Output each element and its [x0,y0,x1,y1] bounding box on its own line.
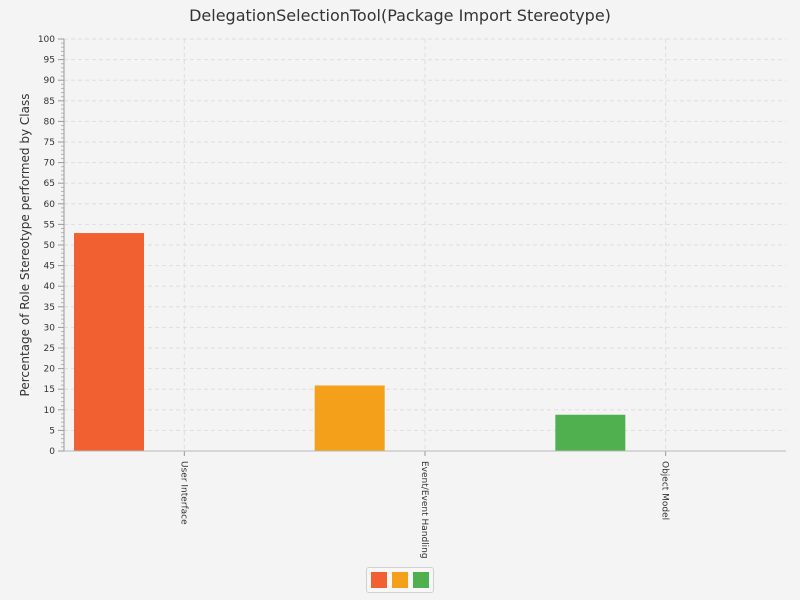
y-tick-label: 100 [38,35,55,45]
legend-swatch [392,572,408,588]
legend [366,567,434,593]
y-axis-title: Percentage of Role Stereotype performed … [18,94,32,397]
y-tick-label: 60 [44,200,56,210]
y-tick-label: 70 [44,159,56,169]
y-tick-label: 75 [44,138,55,148]
bar [74,233,144,451]
y-tick-label: 95 [44,56,55,66]
y-tick-label: 65 [44,179,55,189]
y-tick-label: 25 [44,344,55,354]
y-tick-label: 50 [44,241,56,251]
y-tick-label: 90 [44,76,56,86]
y-tick-label: 55 [44,220,55,230]
y-tick-label: 15 [44,385,55,395]
y-tick-label: 40 [44,282,56,292]
x-category-label: User Interface [178,461,188,525]
y-tick-label: 85 [44,97,55,107]
bar [314,385,385,451]
legend-swatch [371,572,387,588]
x-category-label: Event/Event Handling [419,461,429,559]
chart-title: DelegationSelectionTool(Package Import S… [189,6,611,25]
y-tick-label: 10 [44,406,56,416]
x-category-label: Object Model [660,461,670,520]
bar [555,414,626,451]
y-tick-label: 80 [44,117,56,127]
legend-swatch [413,572,429,588]
y-tick-label: 0 [49,447,55,457]
y-tick-label: 5 [49,426,55,436]
y-tick-label: 35 [44,303,55,313]
y-tick-label: 20 [44,365,56,375]
y-tick-label: 30 [44,323,56,333]
y-tick-label: 45 [44,262,55,272]
